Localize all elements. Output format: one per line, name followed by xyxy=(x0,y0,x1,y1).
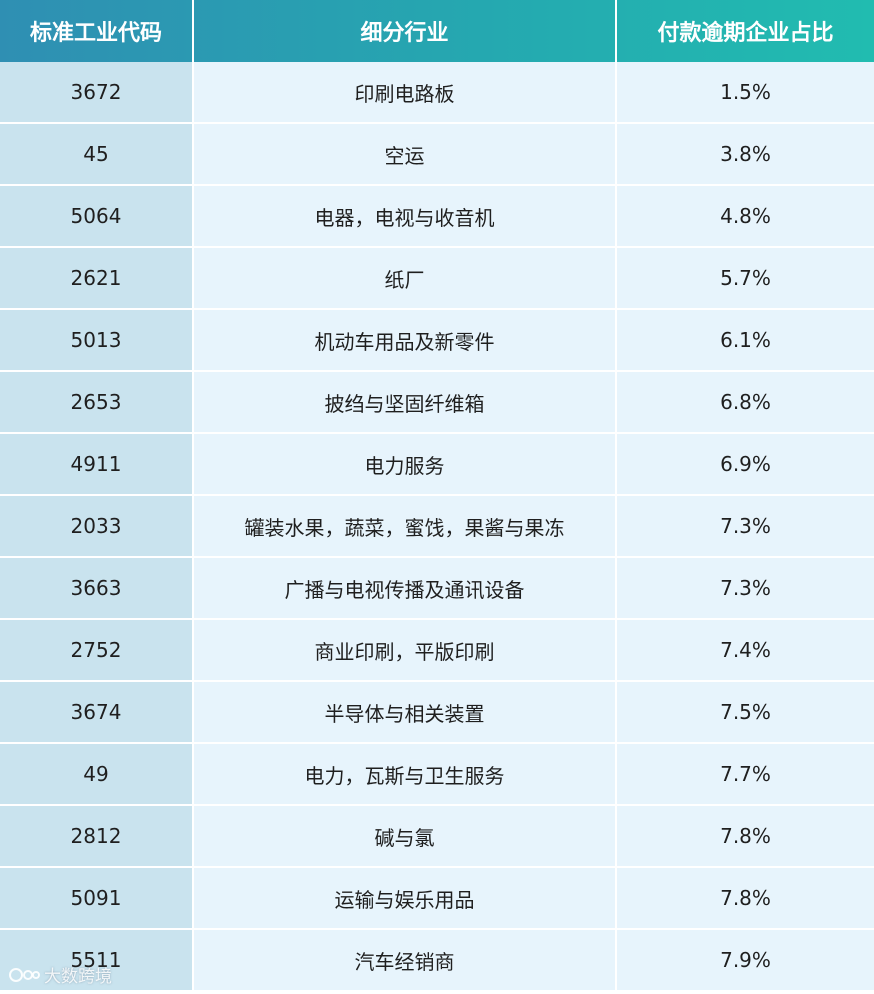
cell-code: 45 xyxy=(0,124,194,186)
header-ratio: 付款逾期企业占比 xyxy=(657,21,834,46)
cell-industry: 披绉与坚固纤维箱 xyxy=(194,372,617,434)
cell-ratio: 7.4% xyxy=(617,620,874,682)
header-code: 标准工业代码 xyxy=(0,0,194,62)
cell-industry: 空运 xyxy=(194,124,617,186)
table-row: 5013 机动车用品及新零件 6.1% xyxy=(0,310,874,372)
cell-ratio: 6.8% xyxy=(617,372,874,434)
table-row: 2752 商业印刷，平版印刷 7.4% xyxy=(0,620,874,682)
cell-code: 3663 xyxy=(0,558,194,620)
table-row: 45 空运 3.8% xyxy=(0,124,874,186)
cell-code: 2033 xyxy=(0,496,194,558)
table-row: 2812 碱与氯 7.8% xyxy=(0,806,874,868)
watermark-text: 大数跨境 xyxy=(44,967,112,987)
table-row: 3672 印刷电路板 1.5% xyxy=(0,62,874,124)
cell-industry: 机动车用品及新零件 xyxy=(194,310,617,372)
cell-ratio: 7.7% xyxy=(617,744,874,806)
cell-industry: 碱与氯 xyxy=(194,806,617,868)
cell-ratio: 7.3% xyxy=(617,558,874,620)
cell-ratio: 5.7% xyxy=(617,248,874,310)
table-body: 3672 印刷电路板 1.5% 45 空运 3.8% 5064 电器，电视与收音机 4.8% 26… xyxy=(0,62,874,992)
table-row: 4911 电力服务 6.9% xyxy=(0,434,874,496)
table-row: 2621 纸厂 5.7% xyxy=(0,248,874,310)
cell-ratio: 7.5% xyxy=(617,682,874,744)
table-row: 3663 广播与电视传播及通讯设备 7.3% xyxy=(0,558,874,620)
brand-logo-icon xyxy=(9,967,40,982)
table-row: 2033 罐装水果，蔬菜，蜜饯，果酱与果冻 7.3% xyxy=(0,496,874,558)
cell-code: 49 xyxy=(0,744,194,806)
cell-ratio: 3.8% xyxy=(617,124,874,186)
cell-industry: 电器，电视与收音机 xyxy=(194,186,617,248)
cell-industry: 广播与电视传播及通讯设备 xyxy=(194,558,617,620)
cell-ratio: 7.3% xyxy=(617,496,874,558)
cell-ratio: 6.1% xyxy=(617,310,874,372)
cell-ratio: 6.9% xyxy=(617,434,874,496)
cell-ratio: 7.8% xyxy=(617,868,874,930)
cell-industry: 印刷电路板 xyxy=(194,62,617,124)
cell-code: 2812 xyxy=(0,806,194,868)
table-row: 5064 电器，电视与收音机 4.8% xyxy=(0,186,874,248)
cell-industry: 纸厂 xyxy=(194,248,617,310)
cell-code: 5064 xyxy=(0,186,194,248)
cell-industry: 半导体与相关装置 xyxy=(194,682,617,744)
cell-code: 2752 xyxy=(0,620,194,682)
table-row: 5091 运输与娱乐用品 7.8% xyxy=(0,868,874,930)
cell-industry: 商业印刷，平版印刷 xyxy=(194,620,617,682)
table-row: 3674 半导体与相关装置 7.5% xyxy=(0,682,874,744)
cell-industry: 运输与娱乐用品 xyxy=(194,868,617,930)
watermark: 大数跨境 xyxy=(8,962,112,987)
cell-code: 5091 xyxy=(0,868,194,930)
cell-code: 4911 xyxy=(0,434,194,496)
header-industry: 细分行业 xyxy=(194,0,617,62)
cell-industry: 罐装水果，蔬菜，蜜饯，果酱与果冻 xyxy=(194,496,617,558)
table-header: 标准工业代码 细分行业 付款逾期企业占比 xyxy=(0,0,874,62)
table-row: 49 电力，瓦斯与卫生服务 7.7% xyxy=(0,744,874,806)
cell-ratio: 7.8% xyxy=(617,806,874,868)
cell-code: 3672 xyxy=(0,62,194,124)
cell-code: 2621 xyxy=(0,248,194,310)
cell-ratio: 7.9% xyxy=(617,930,874,992)
cell-industry: 电力，瓦斯与卫生服务 xyxy=(194,744,617,806)
cell-ratio: 1.5% xyxy=(617,62,874,124)
table-row: 2653 披绉与坚固纤维箱 6.8% xyxy=(0,372,874,434)
cell-code: 2653 xyxy=(0,372,194,434)
cell-industry: 汽车经销商 xyxy=(194,930,617,992)
cell-industry: 电力服务 xyxy=(194,434,617,496)
cell-code: 3674 xyxy=(0,682,194,744)
cell-code: 5013 xyxy=(0,310,194,372)
cell-code: 5511 xyxy=(0,930,194,992)
cell-ratio: 4.8% xyxy=(617,186,874,248)
table-row: 5511 汽车经销商 7.9% xyxy=(0,930,874,992)
